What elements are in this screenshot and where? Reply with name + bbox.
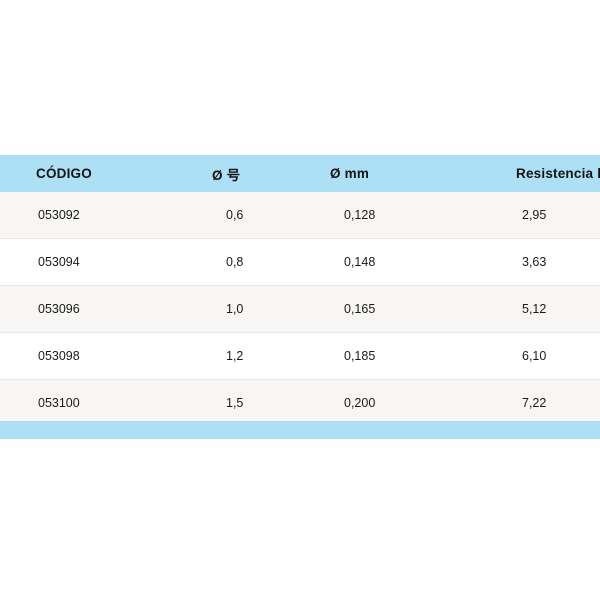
cell-codigo: 053096 bbox=[0, 285, 204, 333]
cell-codigo: 053098 bbox=[0, 332, 204, 380]
cell-codigo: 053100 bbox=[0, 379, 204, 427]
column-header-diameter-go: Ø 号 bbox=[212, 167, 241, 183]
cell-diameter-mm: 0,128 bbox=[322, 192, 482, 239]
cell-codigo: 053092 bbox=[0, 192, 204, 239]
cell-diameter-mm: 0,200 bbox=[322, 379, 482, 427]
table-row: 053098 1,2 0,185 6,10 bbox=[0, 332, 600, 380]
cell-diameter-go: 1,2 bbox=[204, 332, 322, 380]
table-row: 053092 0,6 0,128 2,95 bbox=[0, 192, 600, 239]
table-header: CÓDIGO Ø 号 Ø mm Resistencia kg bbox=[0, 155, 600, 192]
cell-diameter-go: 1,5 bbox=[204, 379, 322, 427]
cell-diameter-mm: 0,165 bbox=[322, 285, 482, 333]
cell-diameter-mm: 0,185 bbox=[322, 332, 482, 380]
cell-resistencia: 6,10 bbox=[482, 332, 600, 380]
footer-accent-bar bbox=[0, 421, 600, 439]
column-header-resistencia: Resistencia kg bbox=[516, 166, 600, 181]
table-body: 053092 0,6 0,128 2,95 053094 0,8 0,148 3… bbox=[0, 192, 600, 427]
cell-diameter-go: 1,0 bbox=[204, 285, 322, 333]
column-header-codigo: CÓDIGO bbox=[36, 166, 92, 181]
cell-codigo: 053094 bbox=[0, 238, 204, 286]
table-row: 053094 0,8 0,148 3,63 bbox=[0, 238, 600, 286]
cell-diameter-go: 0,6 bbox=[204, 192, 322, 239]
cell-diameter-go: 0,8 bbox=[204, 238, 322, 286]
specification-table: CÓDIGO Ø 号 Ø mm Resistencia kg 053092 0,… bbox=[0, 155, 600, 427]
cell-resistencia: 3,63 bbox=[482, 238, 600, 286]
cell-resistencia: 7,22 bbox=[482, 379, 600, 427]
table-row: 053096 1,0 0,165 5,12 bbox=[0, 285, 600, 333]
table-row: 053100 1,5 0,200 7,22 bbox=[0, 379, 600, 427]
table-header-row: CÓDIGO Ø 号 Ø mm Resistencia kg bbox=[0, 155, 600, 192]
cell-diameter-mm: 0,148 bbox=[322, 238, 482, 286]
column-header-diameter-mm: Ø mm bbox=[330, 166, 370, 181]
cell-resistencia: 2,95 bbox=[482, 192, 600, 239]
cell-resistencia: 5,12 bbox=[482, 285, 600, 333]
